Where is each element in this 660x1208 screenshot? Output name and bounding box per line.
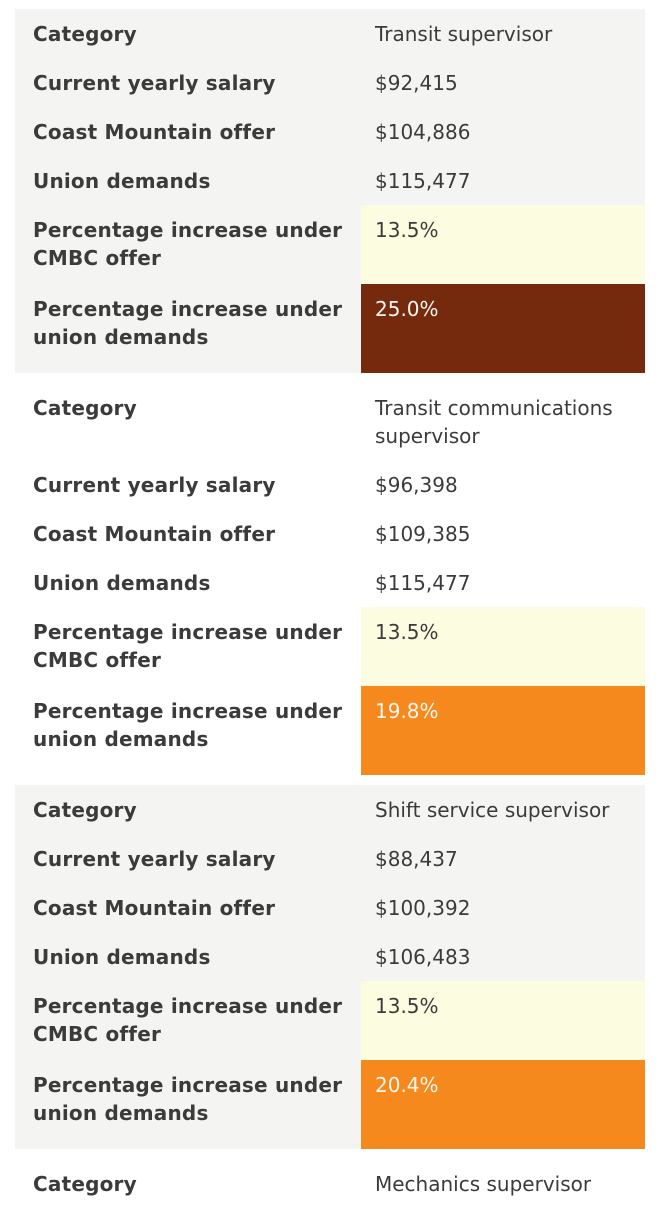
row-label: Union demands <box>33 169 211 193</box>
category-value: Transit communications supervisor <box>375 396 613 448</box>
record-card: Category Mechanics supervisor <box>15 1159 645 1208</box>
table-row: Percentage increase under CMBC offer 13.… <box>15 205 645 284</box>
category-value: Mechanics supervisor <box>375 1172 592 1196</box>
table-row: Category Transit supervisor <box>15 9 645 58</box>
row-label: Current yearly salary <box>33 847 276 871</box>
cm-offer-value: $109,385 <box>375 522 471 546</box>
table-row: Coast Mountain offer $100,392 <box>15 883 645 932</box>
record-card: Category Transit supervisor Current year… <box>15 9 645 373</box>
pct-union-value: 20.4% <box>361 1060 645 1149</box>
table-row: Coast Mountain offer $104,886 <box>15 107 645 156</box>
table-row: Category Mechanics supervisor <box>15 1159 645 1208</box>
table-row: Union demands $106,483 <box>15 932 645 981</box>
union-demands-value: $115,477 <box>375 571 471 595</box>
pct-offer-value: 13.5% <box>361 981 645 1060</box>
row-label: Percentage increase under CMBC offer <box>33 994 343 1046</box>
row-label: Union demands <box>33 945 211 969</box>
pct-union-value: 25.0% <box>361 284 645 373</box>
table-row: Current yearly salary $96,398 <box>15 460 645 509</box>
pct-union-value: 19.8% <box>361 686 645 775</box>
record-card: Category Shift service supervisor Curren… <box>15 785 645 1149</box>
current-salary-value: $88,437 <box>375 847 458 871</box>
record-card: Category Transit communications supervis… <box>15 383 645 775</box>
table-row: Current yearly salary $92,415 <box>15 58 645 107</box>
row-label: Category <box>33 22 137 46</box>
table-row: Union demands $115,477 <box>15 156 645 205</box>
union-demands-value: $106,483 <box>375 945 471 969</box>
pct-offer-value: 13.5% <box>361 607 645 686</box>
table-row: Percentage increase under union demands … <box>15 686 645 775</box>
row-label: Category <box>33 798 137 822</box>
row-label: Coast Mountain offer <box>33 896 276 920</box>
row-label: Coast Mountain offer <box>33 522 276 546</box>
row-label: Current yearly salary <box>33 71 276 95</box>
row-label: Category <box>33 1172 137 1196</box>
row-label: Union demands <box>33 571 211 595</box>
row-label: Current yearly salary <box>33 473 276 497</box>
table-row: Category Shift service supervisor <box>15 785 645 834</box>
category-value: Transit supervisor <box>375 22 553 46</box>
table-row: Percentage increase under union demands … <box>15 284 645 373</box>
row-label: Percentage increase under CMBC offer <box>33 218 343 270</box>
table-row: Percentage increase under union demands … <box>15 1060 645 1149</box>
row-label: Coast Mountain offer <box>33 120 276 144</box>
table-row: Category Transit communications supervis… <box>15 383 645 460</box>
table-row: Percentage increase under CMBC offer 13.… <box>15 981 645 1060</box>
pct-offer-value: 13.5% <box>361 205 645 284</box>
table-row: Percentage increase under CMBC offer 13.… <box>15 607 645 686</box>
row-label: Percentage increase under union demands <box>33 1073 343 1125</box>
current-salary-value: $92,415 <box>375 71 458 95</box>
current-salary-value: $96,398 <box>375 473 458 497</box>
cm-offer-value: $104,886 <box>375 120 471 144</box>
row-label: Percentage increase under union demands <box>33 297 343 349</box>
row-label: Percentage increase under CMBC offer <box>33 620 343 672</box>
row-label: Percentage increase under union demands <box>33 699 343 751</box>
category-value: Shift service supervisor <box>375 798 610 822</box>
table-row: Union demands $115,477 <box>15 558 645 607</box>
table-row: Current yearly salary $88,437 <box>15 834 645 883</box>
cm-offer-value: $100,392 <box>375 896 471 920</box>
table-row: Coast Mountain offer $109,385 <box>15 509 645 558</box>
union-demands-value: $115,477 <box>375 169 471 193</box>
row-label: Category <box>33 396 137 420</box>
